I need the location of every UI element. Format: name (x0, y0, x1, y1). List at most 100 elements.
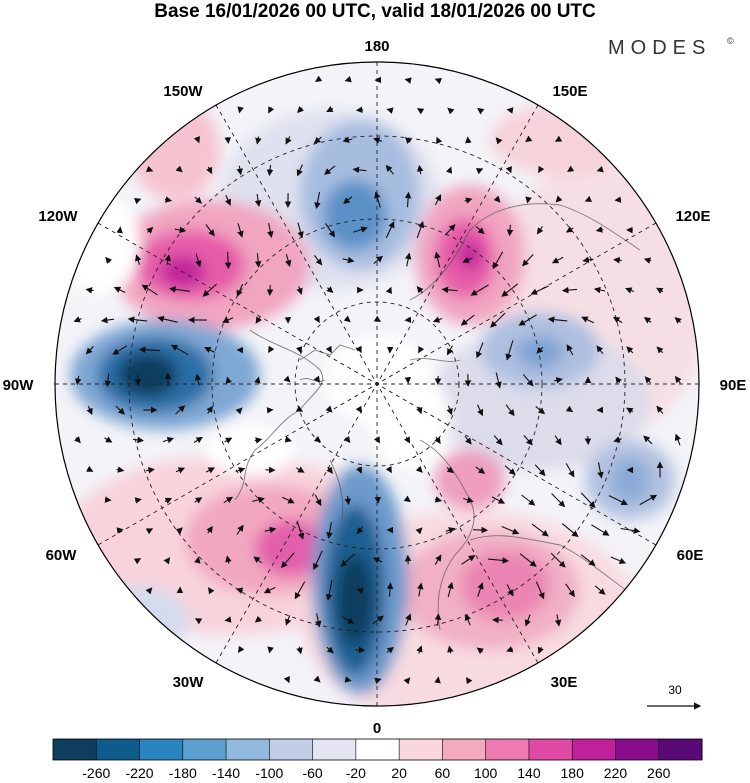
wind-vector-arrow (464, 613, 471, 626)
colorbar-tick-label: 20 (391, 765, 407, 781)
wind-vector-arrow (504, 465, 516, 476)
wind-vector-arrow (264, 526, 277, 534)
wind-vector-arrow (236, 165, 244, 176)
longitude-label-180: 180 (364, 38, 389, 55)
wind-vector-arrow (464, 197, 473, 204)
wind-vector-arrow (224, 437, 233, 444)
wind-vector-arrow (472, 526, 489, 534)
wind-vector-arrow (674, 433, 682, 446)
wind-vector-arrow (385, 286, 392, 295)
wind-vector-arrow (535, 405, 546, 415)
wind-vector-arrow (436, 136, 443, 145)
wind-vector-arrow (460, 314, 475, 326)
wind-vector-arrow (352, 166, 367, 174)
wind-vector-arrow (596, 345, 604, 355)
wind-vector-arrow (584, 195, 593, 202)
longitude-label-120w: 120W (38, 208, 78, 225)
wind-vector-arrow (561, 286, 578, 294)
wind-vector-arrow (596, 165, 604, 173)
wind-vector-arrow (674, 316, 682, 324)
wind-vector-arrow (206, 525, 213, 534)
wind-vector-arrow (222, 316, 234, 323)
wind-vector-arrow (554, 377, 563, 384)
wind-vector-arrow (255, 136, 262, 145)
wind-vector-arrow (225, 376, 232, 384)
wind-vector-arrow (470, 284, 489, 296)
wind-vector-arrow (85, 287, 94, 294)
wind-vector-arrow (285, 615, 292, 626)
wind-vector-arrow (615, 376, 622, 384)
wind-vector-arrow (344, 495, 352, 506)
colorbar-tick-label: -100 (255, 765, 283, 781)
wind-vector-arrow (145, 587, 153, 595)
wind-vector-arrow (206, 405, 213, 414)
wind-vector-arrow (441, 286, 458, 294)
wind-vector-arrow (116, 226, 123, 234)
wind-vector-arrow (105, 256, 113, 264)
wind-vector-arrow (591, 524, 610, 536)
wind-vector-arrow (643, 316, 652, 324)
latitude-circle-70 (211, 218, 543, 550)
wind-vector-arrow (223, 496, 234, 504)
wind-vector-arrow (416, 406, 423, 415)
wind-vector-arrow (465, 676, 473, 685)
wind-vector-arrow (237, 106, 244, 114)
wind-vector-arrow (342, 616, 355, 624)
wind-vector-arrow (204, 347, 216, 353)
wind-vector-arrow (135, 254, 142, 265)
wind-vector-arrow (281, 496, 295, 504)
wind-vector-arrow (506, 224, 514, 237)
wind-vector-arrow (625, 287, 635, 294)
wind-vector-arrow (404, 252, 412, 267)
wind-vector-arrow (506, 646, 514, 653)
wind-vector-arrow (594, 585, 606, 595)
wind-vector-arrow (73, 316, 82, 323)
longitude-label-90w: 90W (3, 377, 35, 394)
wind-vector-arrow (194, 497, 203, 504)
wind-vector-arrow (170, 344, 189, 356)
colorbar-swatch (53, 739, 97, 760)
wind-vector-arrow (493, 435, 503, 446)
wind-vector-arrow (342, 256, 355, 264)
wind-vector-arrow (325, 345, 332, 354)
wind-vector-arrow (501, 525, 520, 535)
wind-vector-arrow (522, 373, 534, 387)
wind-vector-arrow (194, 556, 201, 564)
wind-vector-arrow (237, 645, 245, 654)
wind-vector-arrow (580, 554, 596, 566)
wind-vector-arrow (145, 528, 154, 535)
wind-vector-arrow (104, 373, 112, 388)
wind-vector-arrow (550, 552, 566, 568)
wind-vector-arrow (280, 552, 295, 569)
graticule (55, 62, 699, 706)
wind-vector-arrow (169, 286, 190, 293)
wind-vector-arrow (202, 283, 217, 297)
colorbar-swatch (226, 739, 270, 760)
wind-vector-arrow (656, 287, 664, 294)
wind-vector-arrow (254, 615, 263, 623)
wind-vector-arrow (445, 527, 456, 534)
wind-vector-arrow (283, 375, 291, 383)
wind-vector-arrow (115, 405, 125, 415)
longitude-label-150w: 150W (163, 83, 203, 100)
wind-vector-arrow (195, 253, 202, 268)
wind-vector-arrow (73, 436, 81, 444)
wind-vector-arrow (268, 345, 275, 354)
wind-vector-arrow (297, 106, 304, 114)
wind-vector-arrow (313, 675, 321, 683)
wind-vector-arrow (112, 345, 128, 355)
wind-vector-arrow (445, 166, 453, 174)
wind-vector-arrow (531, 523, 549, 537)
wind-vector-arrow (461, 555, 476, 565)
wind-vector-arrow (266, 164, 274, 177)
wind-vector-arrow (554, 614, 562, 627)
colorbar-swatch (442, 739, 487, 760)
wind-vector-arrow (74, 375, 82, 386)
wind-vector-arrow (313, 550, 323, 571)
wind-vector-arrow (296, 164, 303, 177)
wind-vector-arrow (506, 584, 514, 597)
colorbar-swatch (485, 739, 530, 760)
wind-vector-arrow (626, 407, 634, 414)
wind-vector-arrow (343, 196, 353, 205)
wind-vector-arrow (344, 75, 352, 83)
